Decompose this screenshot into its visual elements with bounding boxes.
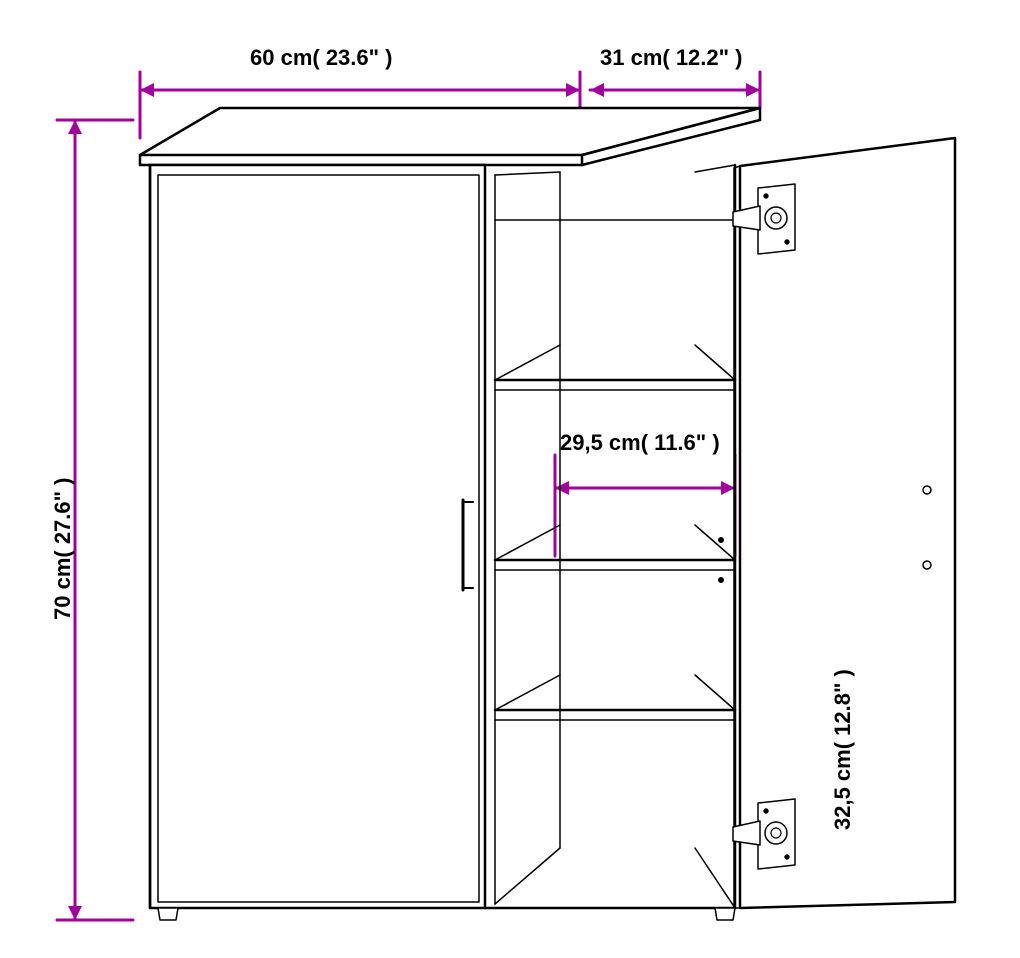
diagram-canvas: 60 cm( 23.6" ) 31 cm( 12.2" ) 70 cm( 27.… xyxy=(0,0,1020,958)
diagram-svg xyxy=(0,0,1020,958)
dim-width-label: 60 cm( 23.6" ) xyxy=(250,45,393,71)
dim-height-label: 70 cm( 27.6" ) xyxy=(50,477,76,620)
dim-shelf-depth-label: 29,5 cm( 11.6" ) xyxy=(560,430,720,456)
dim-shelf-height-label: 32,5 cm( 12.8" ) xyxy=(830,669,856,830)
dim-depth-label: 31 cm( 12.2" ) xyxy=(600,45,743,71)
